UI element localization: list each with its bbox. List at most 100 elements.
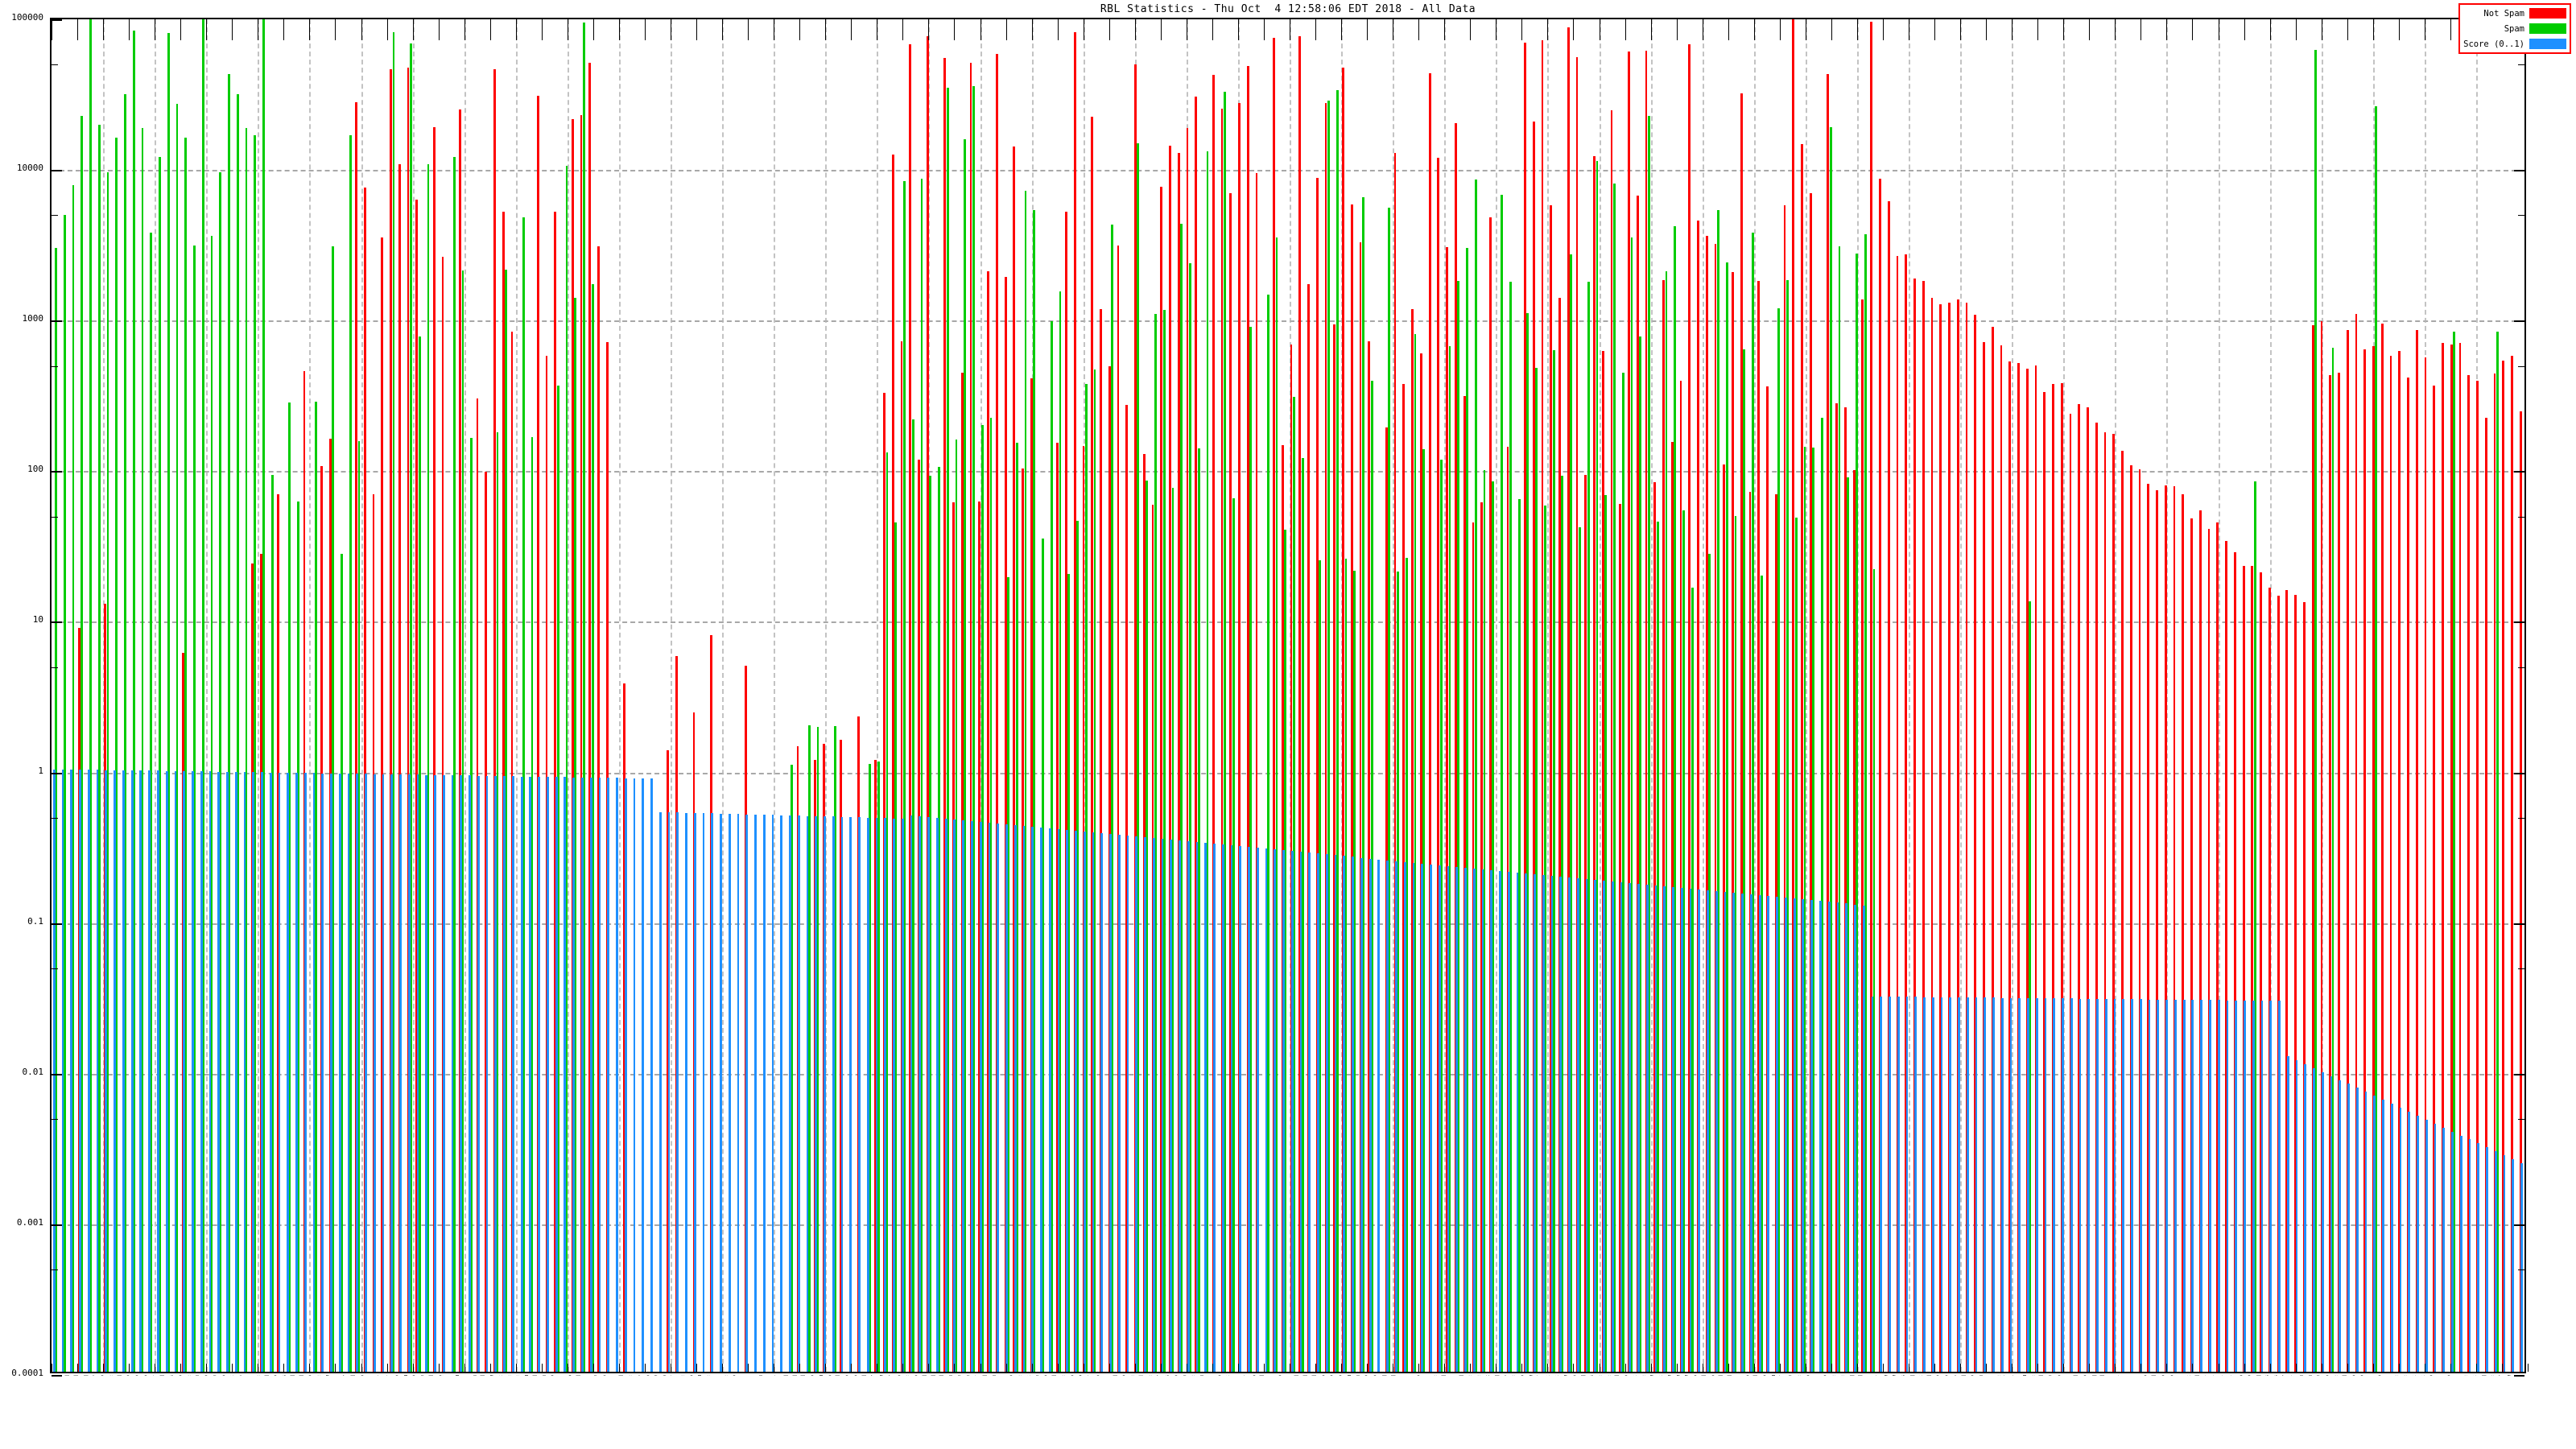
bar-score [2044,998,2047,1372]
bar-score [789,815,791,1372]
x-tick-label: dnsbl.njabl.org [1943,1375,1950,1376]
bar-spam [1872,568,1876,1372]
bar-score [87,770,90,1372]
bar-not-spam [1169,146,1171,1372]
bar-score [1334,855,1337,1372]
bar-not-spam [2484,418,2487,1372]
bar-score [546,777,549,1372]
bar-not-spam [2511,355,2513,1372]
bar-score [754,814,757,1372]
y-axis-major-tick [52,1375,62,1377]
vertical-gridline [1547,19,1550,1372]
bar-score [650,778,653,1372]
bar-spam [1656,522,1659,1372]
x-tick-label: bogusmx.rfc-ignorant.org [1926,1375,1933,1376]
bar-spam [63,214,66,1372]
bar-spam [341,553,343,1372]
horizontal-gridline [52,923,2524,925]
bar-score [1230,845,1233,1372]
x-tick-label: fresh30.spameatingmonkey.net [2229,1375,2235,1376]
bar-spam [314,402,317,1372]
vertical-gridline [1496,19,1498,1372]
bar-score [2286,1056,2289,1372]
bar-not-spam [1160,187,1163,1372]
x-tick-label: blacklist.sci.kun.nl [835,1375,841,1376]
x-tick-label: ivmURI.invaluement.com [2420,1375,2426,1376]
bar-spam [1535,368,1538,1372]
bar-score [1499,870,1501,1372]
bar-spam [124,94,126,1372]
x-axis-top-tick [1882,19,1884,40]
x-tick-label: spamrbl.swinog.ch [2030,1375,2037,1376]
x-axis-top-tick [618,19,620,40]
bar-score [581,777,584,1372]
bar-not-spam [891,154,894,1372]
bar-score [2009,997,2013,1372]
bar-spam [877,761,880,1372]
x-axis-top-tick [799,19,801,40]
bar-spam [1414,334,1417,1372]
vertical-gridline [1960,19,1963,1372]
x-axis-bottom-tick [954,1364,956,1372]
bar-spam [1812,447,1815,1372]
bar-score [1308,852,1311,1372]
y-axis-major-tick [2514,923,2524,925]
bar-score [1135,836,1138,1372]
horizontal-gridline [52,772,2524,774]
x-axis-top-tick [335,19,336,40]
bar-score [1698,890,1701,1372]
bar-score [910,815,913,1372]
x-tick-label: dnsbl.anticaptcha.net [852,1375,859,1376]
x-axis-bottom-tick [2528,1364,2529,1372]
x-tick-label: tor.dnsbl.sectoor.de [1086,1375,1092,1376]
bar-score [1083,831,1086,1372]
x-axis-top-tick [2295,19,2297,40]
x-axis-top-tick [1650,19,1652,40]
bar-not-spam [1186,127,1189,1372]
bar-spam [1474,180,1477,1372]
bar-score [312,773,316,1372]
bar-not-spam [1446,247,1449,1372]
x-tick-label: misc.dnsbl.sorbs.net [523,1375,530,1376]
x-axis-bottom-tick [1547,1364,1549,1372]
bar-score [96,770,99,1372]
bar-not-spam [2277,596,2280,1372]
bar-not-spam [2198,510,2202,1372]
x-axis-bottom-tick [2398,1364,2400,1372]
bar-not-spam [1783,204,1786,1372]
bar-spam [297,501,299,1372]
x-tick-label: t1.dnsbl.net.au [1874,1375,1880,1376]
bar-score [1871,996,1874,1372]
y-axis-minor-tick [52,667,58,668]
x-tick-label: old.spam.dnsbl.sorbs.net [549,1375,555,1376]
bar-not-spam [2225,541,2227,1372]
x-tick-label: dnsbl.mags.net [1363,1375,1369,1376]
bar-spam [97,125,101,1372]
bar-not-spam [2458,343,2462,1372]
x-tick-label: spews.dnsbl.sorbs.net [1996,1375,2002,1376]
bar-not-spam [2233,551,2236,1372]
legend-label: Not Spam [2483,8,2524,19]
bar-spam [392,32,395,1372]
x-axis-bottom-tick [1624,1364,1626,1372]
x-axis-top-tick [1960,19,1962,40]
legend-color-swatch [2529,39,2566,49]
x-tick-label: combined.abuse.ch [237,1375,244,1376]
bars-layer [52,19,2524,1372]
x-tick-label: relays.nether.net [584,1375,590,1376]
bar-score [1013,824,1017,1372]
bar-score [1005,824,1008,1372]
bar-spam [184,137,188,1372]
bar-spam [270,475,274,1372]
x-tick-label: dnsbl-2.uceprotect.net [134,1375,140,1376]
bar-not-spam [355,101,357,1372]
x-tick-label: access.redhawk.org [281,1375,287,1376]
bar-score [356,774,359,1372]
chart-legend: Not Spam Spam Score (0..1) [2458,3,2571,54]
x-tick-label: asn.routeviews.org [2264,1375,2270,1376]
bar-not-spam [1567,27,1570,1372]
x-tick-label: fresh10.spameatingmonkey.net [2211,1375,2218,1376]
bar-not-spam [1645,51,1648,1372]
bar-score [1317,853,1319,1372]
bar-score [711,813,714,1372]
